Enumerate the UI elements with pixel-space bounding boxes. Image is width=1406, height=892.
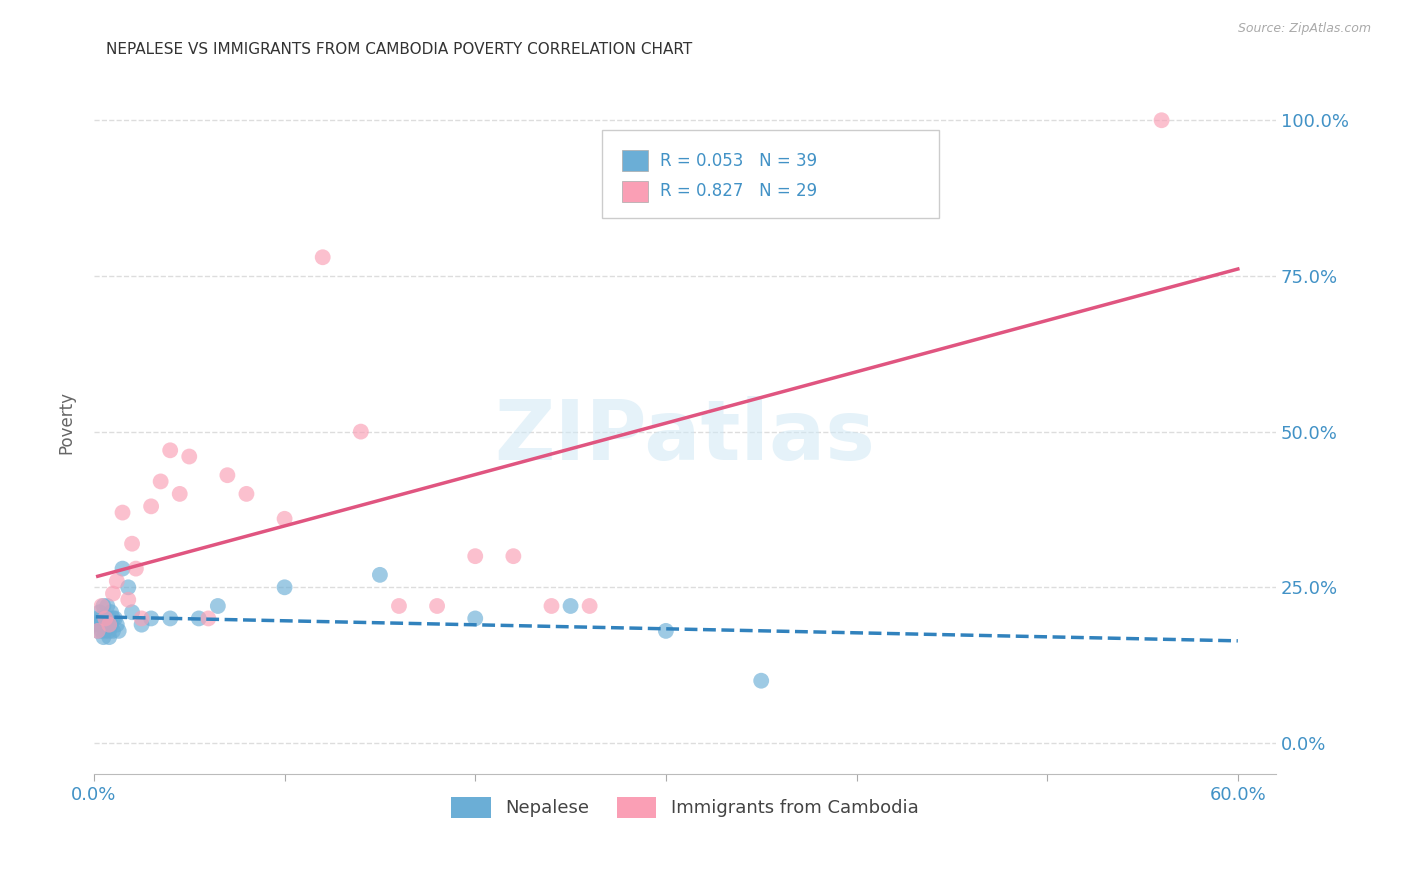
- Point: [90, 624, 112, 638]
- FancyBboxPatch shape: [602, 130, 939, 219]
- Legend: Nepalese, Immigrants from Cambodia: Nepalese, Immigrants from Cambodia: [444, 789, 925, 825]
- Point: [426, 599, 449, 613]
- Point: [388, 599, 411, 613]
- Point: [464, 549, 486, 564]
- Point: [105, 617, 128, 632]
- Point: [93, 617, 115, 632]
- Point: [578, 599, 600, 613]
- Text: R = 0.053   N = 39: R = 0.053 N = 39: [661, 152, 817, 169]
- Point: [149, 475, 172, 489]
- Point: [197, 611, 219, 625]
- Point: [98, 611, 121, 625]
- Point: [89, 617, 111, 632]
- Point: [94, 624, 117, 638]
- Point: [98, 617, 121, 632]
- Point: [350, 425, 373, 439]
- Point: [89, 605, 111, 619]
- Point: [207, 599, 229, 613]
- Point: [273, 512, 295, 526]
- Point: [273, 580, 295, 594]
- Point: [117, 580, 139, 594]
- Point: [749, 673, 772, 688]
- Text: ZIPatlas: ZIPatlas: [495, 396, 876, 477]
- Point: [111, 561, 134, 575]
- Point: [90, 611, 112, 625]
- Point: [100, 617, 122, 632]
- Point: [93, 630, 115, 644]
- Point: [121, 605, 143, 619]
- Point: [655, 624, 678, 638]
- Point: [159, 443, 181, 458]
- Point: [540, 599, 562, 613]
- Text: Source: ZipAtlas.com: Source: ZipAtlas.com: [1237, 22, 1371, 36]
- Point: [94, 611, 117, 625]
- Point: [560, 599, 582, 613]
- Point: [101, 624, 124, 638]
- Point: [94, 611, 117, 625]
- Point: [117, 592, 139, 607]
- Point: [1150, 113, 1173, 128]
- Point: [87, 624, 110, 638]
- Point: [101, 586, 124, 600]
- Point: [100, 605, 122, 619]
- Point: [105, 574, 128, 588]
- Point: [98, 630, 121, 644]
- Point: [101, 611, 124, 625]
- Point: [98, 624, 121, 638]
- Point: [502, 549, 524, 564]
- FancyBboxPatch shape: [623, 150, 648, 171]
- Text: R = 0.827   N = 29: R = 0.827 N = 29: [661, 183, 817, 201]
- Point: [125, 561, 148, 575]
- Point: [111, 506, 134, 520]
- Point: [131, 611, 153, 625]
- Point: [84, 617, 107, 632]
- Point: [187, 611, 209, 625]
- Point: [96, 617, 118, 632]
- Point: [96, 611, 118, 625]
- Point: [235, 487, 257, 501]
- Point: [90, 599, 112, 613]
- Point: [121, 537, 143, 551]
- Text: NEPALESE VS IMMIGRANTS FROM CAMBODIA POVERTY CORRELATION CHART: NEPALESE VS IMMIGRANTS FROM CAMBODIA POV…: [105, 42, 692, 57]
- Point: [87, 624, 110, 638]
- Point: [96, 599, 118, 613]
- Point: [93, 599, 115, 613]
- FancyBboxPatch shape: [623, 181, 648, 202]
- Point: [312, 250, 335, 264]
- Point: [217, 468, 239, 483]
- Point: [139, 611, 162, 625]
- Point: [131, 617, 153, 632]
- Point: [368, 567, 391, 582]
- Point: [139, 500, 162, 514]
- Point: [107, 624, 129, 638]
- Point: [179, 450, 201, 464]
- Point: [464, 611, 486, 625]
- Point: [169, 487, 191, 501]
- Point: [104, 611, 127, 625]
- Point: [87, 611, 110, 625]
- Y-axis label: Poverty: Poverty: [58, 391, 75, 454]
- Point: [159, 611, 181, 625]
